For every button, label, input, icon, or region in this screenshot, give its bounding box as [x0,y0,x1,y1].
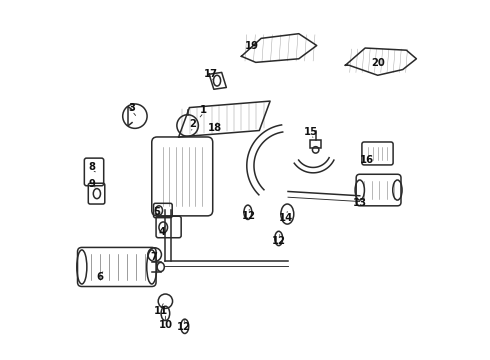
Text: 12: 12 [242,211,256,221]
Text: 5: 5 [154,207,161,217]
Text: 13: 13 [353,198,367,208]
Text: 8: 8 [88,162,95,172]
Text: 15: 15 [304,127,319,136]
Text: 12: 12 [177,322,191,332]
Text: 18: 18 [207,123,221,133]
Text: 2: 2 [190,120,196,129]
Text: 17: 17 [204,69,218,79]
Text: 19: 19 [245,41,259,50]
Text: 4: 4 [159,227,166,237]
Text: 7: 7 [150,252,157,262]
Text: 1: 1 [200,105,207,115]
Bar [310,140,321,148]
Text: 3: 3 [128,103,135,113]
Text: 9: 9 [88,179,95,189]
Text: 14: 14 [279,213,294,222]
Text: 12: 12 [272,236,286,246]
Text: 6: 6 [96,272,103,282]
Text: 11: 11 [153,306,168,316]
Text: 16: 16 [360,155,374,165]
Text: 10: 10 [158,320,172,330]
Text: 20: 20 [371,58,385,68]
